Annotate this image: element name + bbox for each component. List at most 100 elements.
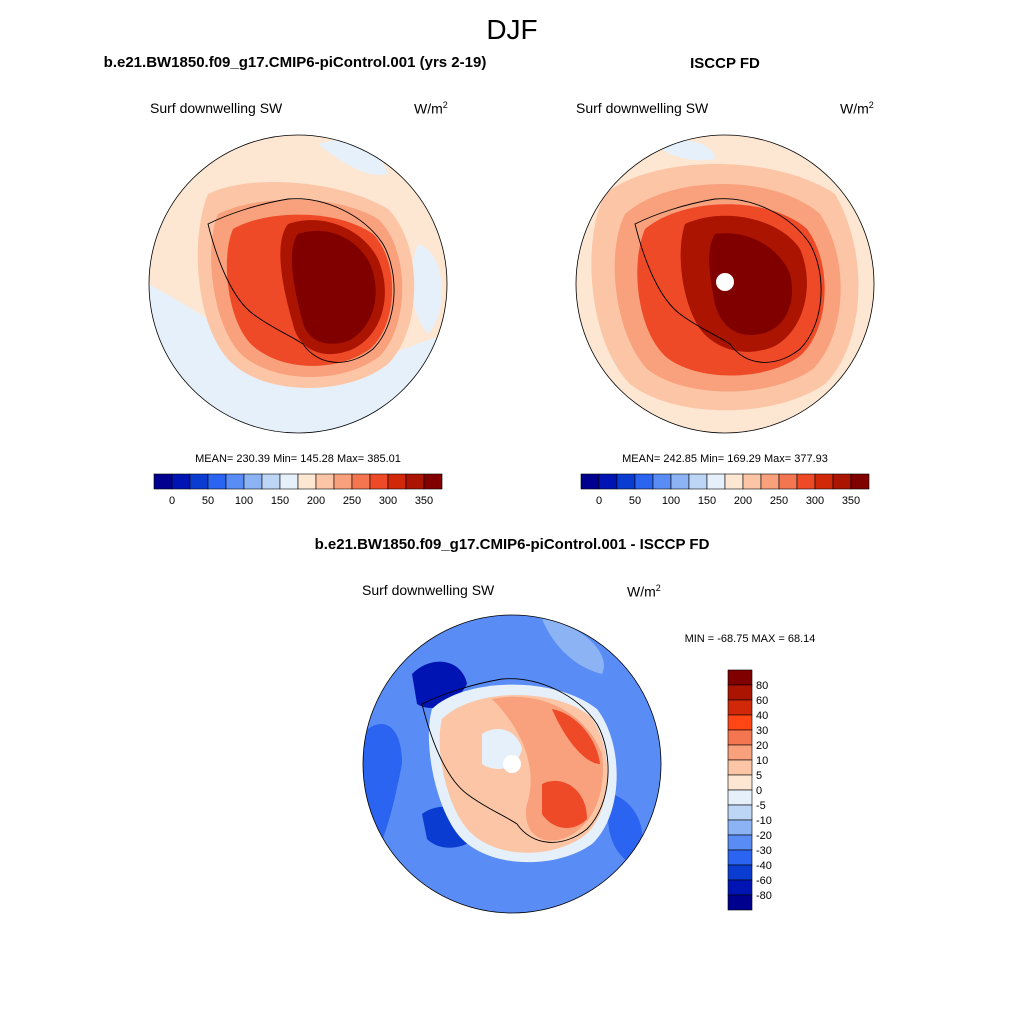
colorbar-3-swatch (727, 774, 753, 791)
colorbar-1-swatch (261, 473, 281, 490)
colorbar-3-tick-label: 80 (756, 680, 768, 692)
colorbar-1-swatch (423, 473, 443, 490)
colorbar-3-swatch (727, 894, 753, 911)
colorbar-3-swatch (727, 789, 753, 806)
colorbar-2-swatch (634, 473, 654, 490)
colorbar-1-swatch (243, 473, 263, 490)
colorbar-3-swatch (727, 714, 753, 731)
colorbar-1-swatch (369, 473, 389, 490)
colorbar-2-swatch (850, 473, 870, 490)
panel-3-stats: MIN = -68.75 MAX = 68.14 (684, 633, 816, 645)
map-2-contour-max (709, 233, 792, 335)
colorbar-2-swatch (688, 473, 708, 490)
panel-3-variable: Surf downwelling SW (362, 582, 495, 598)
colorbar-2-swatch (652, 473, 672, 490)
colorbar-1-swatch (297, 473, 317, 490)
colorbar-2-tick-label: 350 (842, 495, 860, 507)
colorbar-3-swatch (727, 759, 753, 776)
colorbar-3-tick-label: -30 (756, 845, 772, 857)
colorbar-3-swatch (727, 729, 753, 746)
colorbar-1-swatch (315, 473, 335, 490)
colorbar-2-swatch (724, 473, 744, 490)
map-3-pole-hole (503, 755, 521, 773)
panel-2-stats: MEAN= 242.85 Min= 169.29 Max= 377.93 (622, 453, 828, 465)
colorbar-3-swatch (727, 849, 753, 866)
map-3-pos-40-south (542, 780, 587, 829)
colorbar-3-tick-label: 5 (756, 770, 762, 782)
colorbar-2-tick-label: 250 (770, 495, 788, 507)
colorbar-3-tick-label: 60 (756, 695, 768, 707)
colorbar-1-swatch (279, 473, 299, 490)
map-1-contour-max (291, 230, 376, 344)
panel-1-units: W/m2 (414, 100, 448, 117)
colorbar-2-tick-label: 300 (806, 495, 824, 507)
colorbar-2-swatch (814, 473, 834, 490)
panel-1-stats: MEAN= 230.39 Min= 145.28 Max= 385.01 (195, 453, 401, 465)
colorbar-1: 0 50 100 150 200 250 300 350 (153, 473, 443, 507)
map-3-coastline (421, 678, 609, 843)
colorbar-3-swatch (727, 879, 753, 896)
map-3-neg-weak-n (542, 619, 604, 674)
colorbar-1-tick-label: 200 (307, 495, 325, 507)
colorbar-2-tick-label: 200 (734, 495, 752, 507)
colorbar-1-swatch (171, 473, 191, 490)
colorbar-1-swatch (153, 473, 173, 490)
colorbar-3: 80 60 40 30 20 10 5 0 -5 -10 -20 -30 -40 -60 -80 (727, 669, 772, 911)
colorbar-3-tick-label: 20 (756, 740, 768, 752)
panel-1-variable: Surf downwelling SW (150, 100, 283, 116)
colorbar-1-swatch (207, 473, 227, 490)
colorbar-3-swatch (727, 684, 753, 701)
colorbar-1-swatch (225, 473, 245, 490)
colorbar-2-swatch (760, 473, 780, 490)
map-1-polar (148, 134, 448, 434)
colorbar-2-swatch (742, 473, 762, 490)
colorbar-2-swatch (598, 473, 618, 490)
colorbar-1-tick-label: 250 (343, 495, 361, 507)
colorbar-1-tick-label: 0 (169, 495, 175, 507)
map-2-polar (575, 134, 875, 434)
colorbar-2-swatch (796, 473, 816, 490)
colorbar-2-swatch (616, 473, 636, 490)
map-1-low-region-east (411, 244, 442, 334)
colorbar-2-tick-label: 100 (662, 495, 680, 507)
panel-2-title: ISCCP FD (690, 55, 760, 72)
colorbar-3-tick-label: -10 (756, 815, 772, 827)
map-2-border (575, 134, 875, 434)
colorbar-2-tick-label: 0 (596, 495, 602, 507)
colorbar-2-swatch (706, 473, 726, 490)
map-1-coastline (207, 198, 395, 363)
map-3-polar (362, 614, 662, 914)
map-3-neg-east (608, 794, 643, 864)
colorbar-3-tick-label: -80 (756, 890, 772, 902)
map-2-coastline (634, 198, 822, 363)
panel-3-title: b.e21.BW1850.f09_g17.CMIP6-piControl.001… (314, 536, 710, 553)
panel-2-variable: Surf downwelling SW (576, 100, 709, 116)
panel-1-title: b.e21.BW1850.f09_g17.CMIP6-piControl.001… (103, 54, 487, 71)
colorbar-1-swatch (333, 473, 353, 490)
colorbar-3-tick-label: -20 (756, 830, 772, 842)
colorbar-2-tick-label: 150 (698, 495, 716, 507)
map-1-low-region-north (318, 140, 388, 175)
colorbar-1-tick-label: 300 (379, 495, 397, 507)
colorbar-3-swatch (727, 864, 753, 881)
colorbar-1-swatch (189, 473, 209, 490)
colorbar-1-swatch (405, 473, 425, 490)
map-3-pos-40 (552, 709, 600, 764)
panel-3-units: W/m2 (627, 583, 661, 600)
panel-2-units: W/m2 (840, 100, 874, 117)
colorbar-1-tick-label: 150 (271, 495, 289, 507)
colorbar-2-swatch (670, 473, 690, 490)
colorbar-1-tick-label: 350 (415, 495, 433, 507)
map-1-border (148, 134, 448, 434)
colorbar-1-swatch (387, 473, 407, 490)
colorbar-3-tick-label: 10 (756, 755, 768, 767)
colorbar-3-tick-label: 30 (756, 725, 768, 737)
colorbar-3-swatch (727, 819, 753, 836)
map-1-low-region (149, 284, 447, 433)
colorbar-3-tick-label: -40 (756, 860, 772, 872)
colorbar-1-swatch (351, 473, 371, 490)
colorbar-3-swatch (727, 699, 753, 716)
season-title: DJF (486, 14, 538, 45)
colorbar-3-swatch (727, 744, 753, 761)
colorbar-3-swatch (727, 669, 753, 686)
